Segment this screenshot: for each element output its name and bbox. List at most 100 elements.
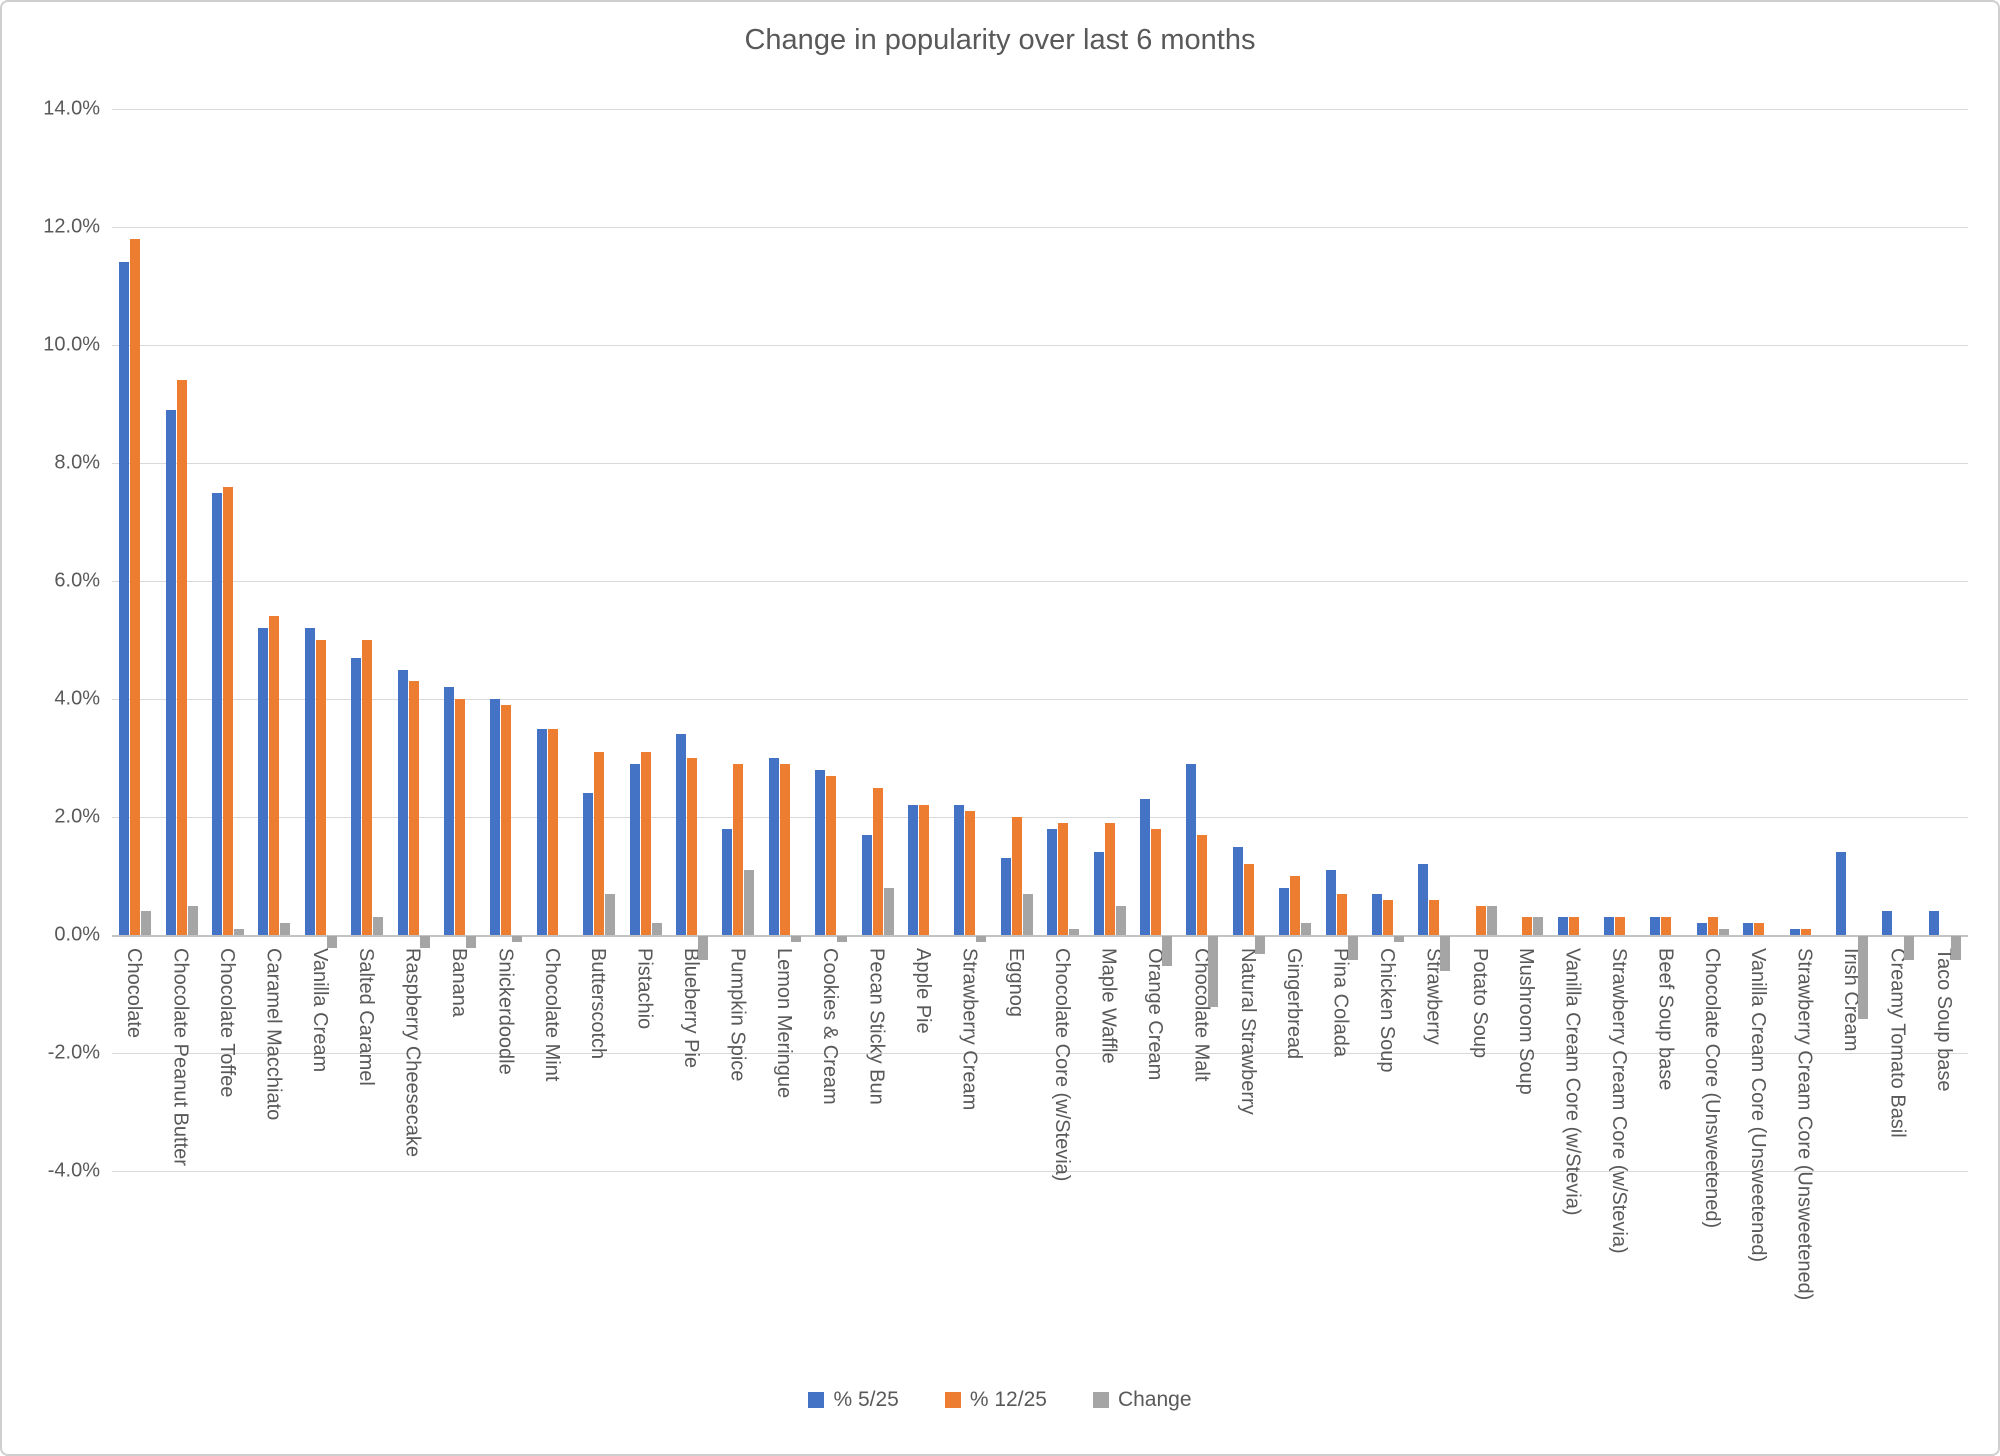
bar-change xyxy=(1347,936,1358,960)
bar-pct-5-25 xyxy=(1928,911,1939,935)
bar-pct-12-25 xyxy=(826,775,837,935)
x-axis-category-label: Butterscotch xyxy=(587,948,610,1060)
bar-change xyxy=(651,923,662,935)
x-axis-category-label: Vanilla Cream xyxy=(308,948,331,1073)
bar-change xyxy=(326,936,337,948)
bar-pct-5-25 xyxy=(304,628,315,935)
bar-pct-5-25 xyxy=(444,687,454,935)
bar-pct-5-25 xyxy=(1604,917,1614,935)
bar-pct-5-25 xyxy=(1743,923,1754,935)
x-axis-category-label: Mushroom Soup xyxy=(1515,948,1538,1095)
x-axis-category-label: Chocolate Mint xyxy=(540,948,563,1082)
bar-pct-5-25 xyxy=(1186,763,1197,935)
bar-change xyxy=(1440,936,1451,972)
x-axis-category-label: Banana xyxy=(448,948,470,1017)
y-axis-tick-label: 14.0% xyxy=(43,97,100,120)
y-axis-tick-label: 2.0% xyxy=(54,805,100,828)
bar-pct-5-25 xyxy=(676,734,686,935)
legend-item-change: Change xyxy=(1092,1388,1192,1412)
bar-pct-5-25 xyxy=(258,628,269,935)
x-axis-category-label: Caramel Macchiato xyxy=(262,948,285,1121)
bar-pct-5-25 xyxy=(1696,923,1707,935)
legend-label: Change xyxy=(1117,1388,1192,1411)
bar-pct-5-25 xyxy=(1418,864,1429,935)
bar-pct-12-25 xyxy=(1568,917,1579,935)
x-axis-category-label: Cookies & Cream xyxy=(819,948,842,1105)
bar-pct-12-25 xyxy=(176,380,187,935)
bar-change xyxy=(790,936,801,942)
legend-label: % 12/25 xyxy=(969,1388,1047,1411)
bar-pct-5-25 xyxy=(1000,858,1011,935)
x-axis-category-label: Chocolate Peanut Butter xyxy=(169,948,192,1166)
bar-change xyxy=(605,893,616,935)
x-axis-category-label: Gingerbread xyxy=(1283,948,1306,1060)
bar-pct-12-25 xyxy=(965,811,976,935)
bar-pct-12-25 xyxy=(315,640,326,935)
x-axis-category-label: Salted Caramel xyxy=(355,948,378,1086)
bar-pct-5-25 xyxy=(722,828,733,935)
bar-pct-12-25 xyxy=(779,763,790,935)
gridline--4.0% xyxy=(112,1171,1968,1172)
bar-pct-5-25 xyxy=(490,699,501,935)
bar-pct-5-25 xyxy=(1836,852,1846,935)
bar-change xyxy=(1022,893,1033,935)
x-axis-category-label: Strawberry xyxy=(1422,948,1445,1045)
x-axis-category-label: Snickerdoodle xyxy=(494,948,517,1075)
bar-pct-5-25 xyxy=(583,793,594,935)
y-axis-tick-label: 4.0% xyxy=(54,687,100,710)
bar-pct-5-25 xyxy=(212,492,222,935)
bar-pct-5-25 xyxy=(1372,893,1382,935)
bar-pct-12-25 xyxy=(1661,917,1672,935)
bar-change xyxy=(1904,936,1915,960)
bar-pct-12-25 xyxy=(408,681,419,935)
bar-pct-12-25 xyxy=(1011,817,1022,935)
bar-pct-12-25 xyxy=(1243,864,1254,935)
x-axis-category-label: Vanilla Cream Core (w/Stevia) xyxy=(1561,948,1584,1216)
bar-pct-5-25 xyxy=(397,669,408,935)
bar-pct-5-25 xyxy=(768,758,779,935)
x-axis-category-label: Potato Soup xyxy=(1468,948,1491,1059)
gridline--2.0% xyxy=(112,1053,1968,1054)
bar-pct-12-25 xyxy=(594,752,605,935)
bar-pct-12-25 xyxy=(1290,876,1301,935)
bar-pct-5-25 xyxy=(1047,828,1058,935)
x-axis-category-label: Strawberry Cream xyxy=(958,948,981,1111)
bar-change xyxy=(883,887,894,935)
bar-pct-5-25 xyxy=(815,769,826,935)
bar-pct-12-25 xyxy=(547,728,558,935)
x-axis-category-label: Chocolate Core (Unsweetened) xyxy=(1700,948,1723,1229)
bar-pct-12-25 xyxy=(1615,917,1625,935)
bar-change xyxy=(976,936,987,942)
bar-pct-12-25 xyxy=(1104,822,1115,935)
bar-pct-12-25 xyxy=(1522,917,1533,935)
legend-swatch-icon xyxy=(808,1392,825,1408)
bar-pct-12-25 xyxy=(687,758,697,935)
bar-pct-12-25 xyxy=(1336,893,1347,935)
gridline-10.0% xyxy=(112,345,1968,346)
bar-pct-12-25 xyxy=(1429,899,1440,935)
bar-change xyxy=(1486,905,1497,935)
x-axis-category-label: Creamy Tomato Basil xyxy=(1886,948,1909,1138)
x-axis-category-label: Natural Strawberry xyxy=(1236,948,1259,1115)
bar-change xyxy=(1162,936,1172,966)
bar-pct-12-25 xyxy=(269,616,280,935)
bar-pct-12-25 xyxy=(223,486,233,935)
x-axis-category-label: Beef Soup base xyxy=(1654,948,1677,1091)
x-axis-category-label: Chicken Soup xyxy=(1376,948,1398,1073)
x-axis-category-label: Raspberry Cheesecake xyxy=(401,948,424,1157)
bar-change xyxy=(187,905,198,935)
bar-pct-5-25 xyxy=(1140,799,1150,935)
x-axis-category-label: Pina Colada xyxy=(1329,948,1352,1057)
bar-pct-12-25 xyxy=(362,640,373,935)
bar-pct-5-25 xyxy=(119,262,130,935)
y-axis-tick-label: 6.0% xyxy=(54,569,100,592)
bar-change xyxy=(1069,929,1080,935)
x-axis-category-label: Lemon Meringue xyxy=(772,948,795,1099)
bar-pct-5-25 xyxy=(351,657,362,935)
x-axis-category-label: Chocolate xyxy=(123,948,146,1039)
bar-change xyxy=(1858,936,1868,1019)
x-axis-category-label: Vanilla Cream Core (Unsweetened) xyxy=(1747,948,1770,1263)
gridline-4.0% xyxy=(112,699,1968,700)
gridline-0.0% xyxy=(112,935,1968,937)
